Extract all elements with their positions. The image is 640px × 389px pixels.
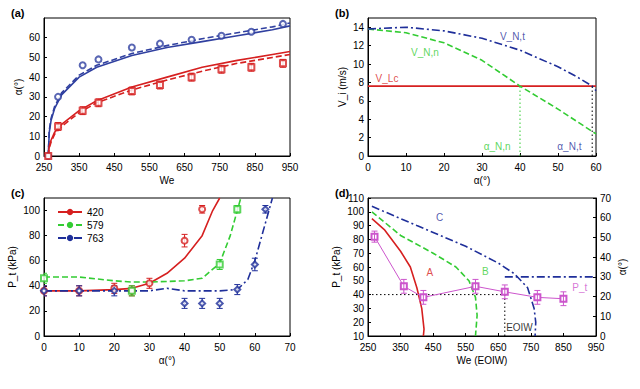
svg-text:80: 80 [353, 234, 365, 245]
svg-text:0: 0 [34, 151, 40, 162]
svg-text:60: 60 [353, 262, 365, 273]
svg-text:750: 750 [523, 342, 540, 353]
svg-text:50: 50 [600, 232, 612, 243]
svg-text:C: C [436, 212, 443, 223]
svg-text:70: 70 [353, 248, 365, 259]
svg-text:650: 650 [176, 162, 193, 173]
svg-text:763: 763 [87, 233, 104, 244]
svg-text:EOIW: EOIW [506, 322, 533, 333]
svg-text:α(°): α(°) [474, 175, 490, 186]
svg-text:20: 20 [29, 305, 41, 316]
svg-text:850: 850 [247, 162, 264, 173]
svg-text:40: 40 [600, 252, 612, 263]
svg-text:40: 40 [29, 280, 41, 291]
svg-text:30: 30 [476, 162, 488, 173]
svg-text:250: 250 [36, 162, 53, 173]
svg-text:30: 30 [600, 271, 612, 282]
svg-text:20: 20 [438, 162, 450, 173]
svg-text:20: 20 [353, 317, 365, 328]
svg-text:650: 650 [490, 342, 507, 353]
svg-text:100: 100 [23, 205, 40, 216]
svg-text:60: 60 [29, 255, 41, 266]
svg-text:A: A [427, 267, 434, 278]
svg-text:50: 50 [214, 342, 226, 353]
svg-text:550: 550 [141, 162, 158, 173]
svg-text:70: 70 [284, 342, 296, 353]
svg-text:579: 579 [87, 220, 104, 231]
svg-text:We: We [160, 175, 175, 186]
svg-text:V_N,n: V_N,n [411, 47, 439, 58]
svg-text:(c): (c) [11, 187, 25, 199]
svg-text:α(°): α(°) [159, 355, 175, 366]
svg-text:P_t (kPa): P_t (kPa) [7, 246, 18, 288]
svg-text:P_t: P_t [572, 282, 587, 293]
svg-text:α_N,t: α_N,t [557, 141, 581, 152]
svg-text:α_N,n: α_N,n [484, 141, 511, 152]
svg-text:50: 50 [552, 162, 564, 173]
svg-text:10: 10 [600, 311, 612, 322]
svg-text:14: 14 [353, 22, 365, 33]
svg-text:250: 250 [360, 342, 377, 353]
svg-text:20: 20 [600, 291, 612, 302]
svg-text:α(°): α(°) [13, 79, 24, 95]
svg-text:12: 12 [353, 40, 365, 51]
svg-text:4: 4 [358, 114, 364, 125]
svg-text:0: 0 [34, 331, 40, 342]
svg-text:60: 60 [29, 32, 41, 43]
svg-text:750: 750 [211, 162, 228, 173]
svg-text:450: 450 [425, 342, 442, 353]
svg-text:30: 30 [144, 342, 156, 353]
svg-text:20: 20 [29, 111, 41, 122]
svg-text:6: 6 [358, 95, 364, 106]
svg-text:450: 450 [106, 162, 123, 173]
svg-text:2: 2 [358, 132, 364, 143]
svg-text:40: 40 [514, 162, 526, 173]
svg-text:8: 8 [358, 77, 364, 88]
svg-text:We (EOIW): We (EOIW) [457, 355, 508, 366]
svg-text:60: 60 [600, 212, 612, 223]
svg-text:30: 30 [353, 303, 365, 314]
svg-text:α(°): α(°) [617, 259, 628, 275]
svg-text:30: 30 [29, 91, 41, 102]
svg-text:0: 0 [358, 151, 364, 162]
svg-text:850: 850 [555, 342, 572, 353]
svg-text:70: 70 [600, 193, 612, 204]
svg-text:50: 50 [29, 52, 41, 63]
svg-text:10: 10 [353, 331, 365, 342]
svg-text:20: 20 [109, 342, 121, 353]
svg-text:0: 0 [365, 162, 371, 173]
svg-text:60: 60 [590, 162, 602, 173]
svg-text:90: 90 [353, 220, 365, 231]
svg-text:40: 40 [29, 72, 41, 83]
svg-text:80: 80 [29, 230, 41, 241]
svg-text:950: 950 [282, 162, 299, 173]
svg-text:(d): (d) [335, 187, 349, 199]
svg-text:40: 40 [179, 342, 191, 353]
svg-text:0: 0 [41, 342, 47, 353]
svg-text:40: 40 [353, 289, 365, 300]
svg-text:P_t (kPa): P_t (kPa) [331, 246, 342, 288]
svg-text:100: 100 [347, 206, 364, 217]
svg-text:B: B [482, 266, 489, 277]
svg-text:V_i (m/s): V_i (m/s) [337, 67, 348, 107]
svg-text:(b): (b) [335, 7, 349, 19]
svg-text:10: 10 [353, 59, 365, 70]
svg-text:50: 50 [353, 275, 365, 286]
svg-text:10: 10 [74, 342, 86, 353]
svg-text:550: 550 [457, 342, 474, 353]
svg-text:110: 110 [348, 193, 364, 204]
svg-text:10: 10 [400, 162, 412, 173]
svg-text:420: 420 [87, 207, 104, 218]
svg-text:350: 350 [392, 342, 409, 353]
svg-text:V_N,t: V_N,t [500, 31, 525, 42]
svg-text:350: 350 [71, 162, 88, 173]
svg-text:0: 0 [600, 331, 606, 342]
svg-text:(a): (a) [11, 7, 25, 19]
svg-text:60: 60 [249, 342, 261, 353]
svg-text:V_Lc: V_Lc [376, 73, 399, 84]
svg-text:10: 10 [29, 131, 41, 142]
svg-text:950: 950 [588, 342, 605, 353]
